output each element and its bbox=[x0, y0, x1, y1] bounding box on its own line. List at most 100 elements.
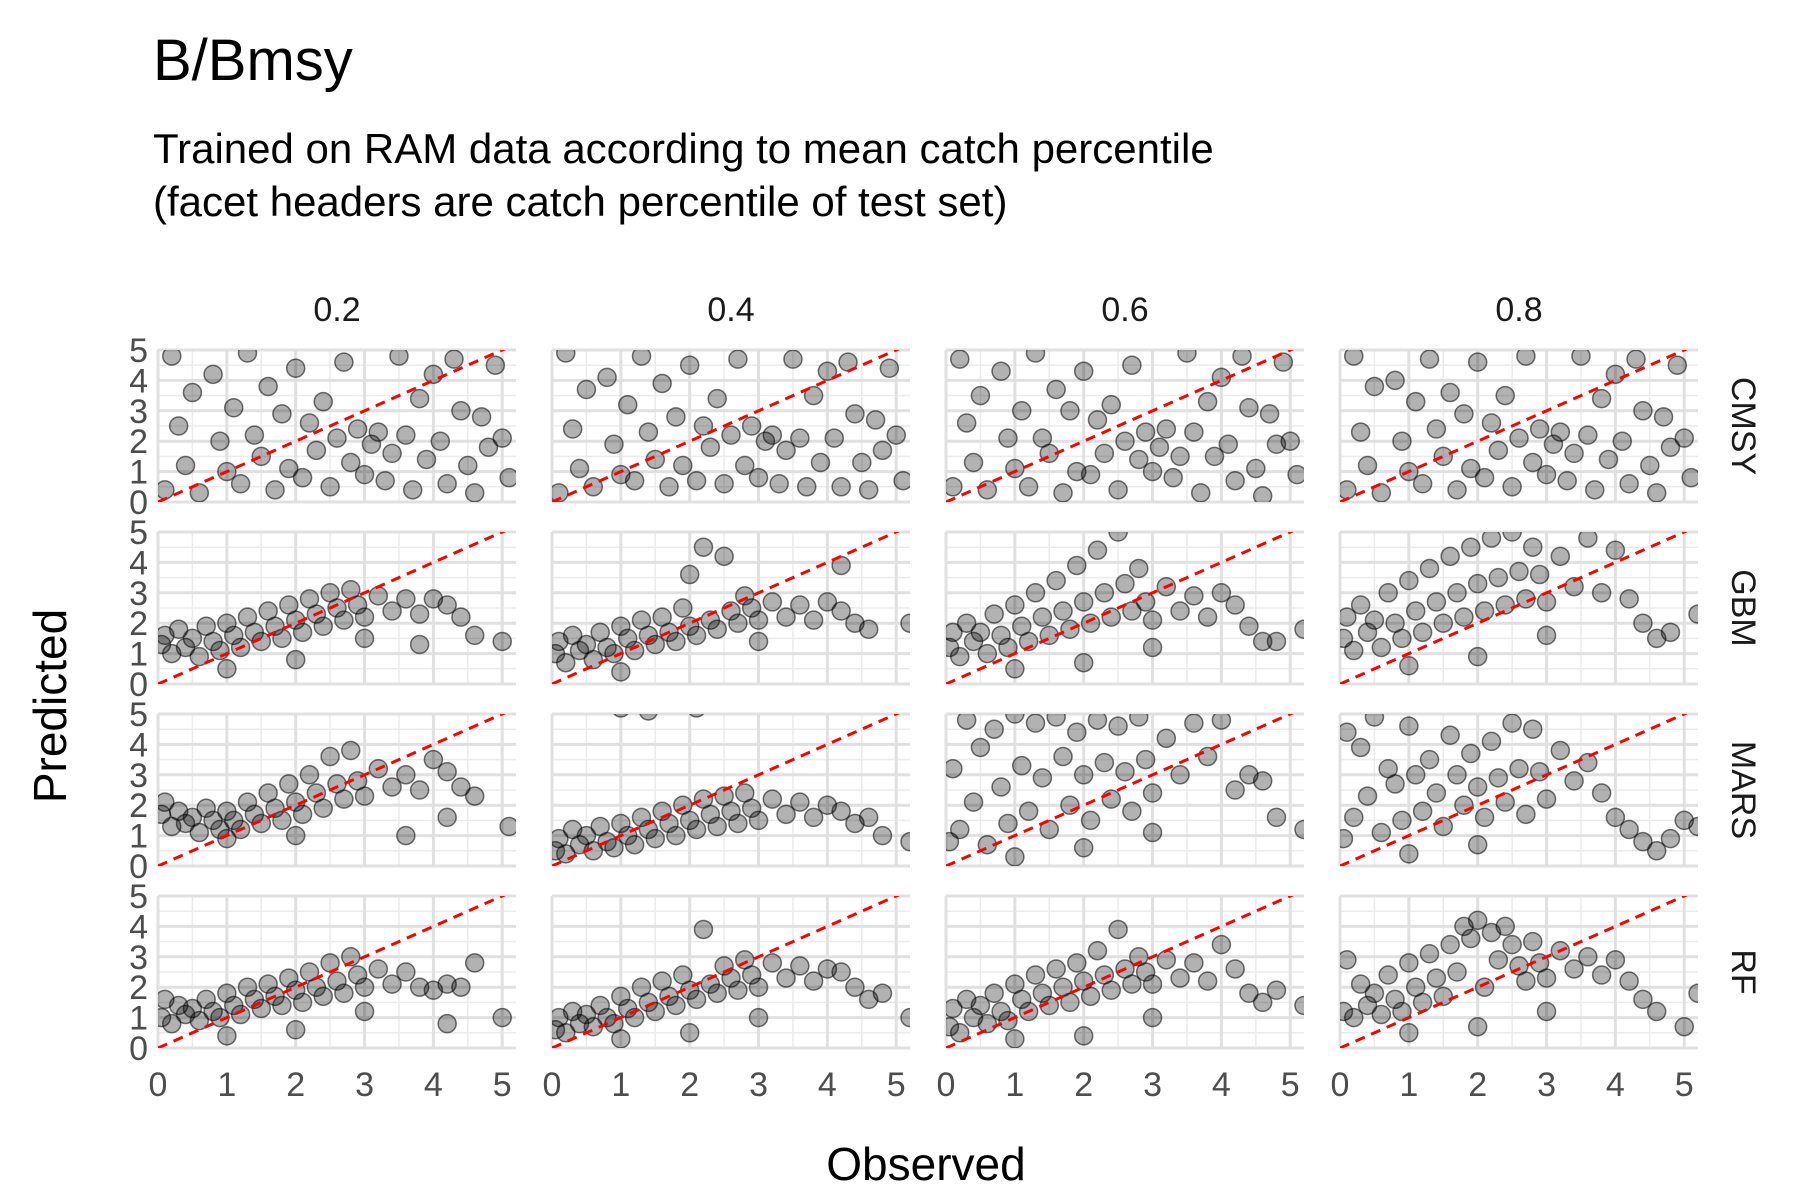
data-point bbox=[700, 804, 721, 825]
data-point bbox=[963, 792, 984, 812]
data-point bbox=[1225, 595, 1245, 615]
point-group bbox=[158, 532, 512, 684]
data-point bbox=[382, 974, 402, 994]
data-point bbox=[1619, 589, 1639, 609]
data-point bbox=[1252, 486, 1273, 502]
data-point bbox=[1018, 477, 1039, 497]
data-point bbox=[748, 810, 769, 831]
data-point bbox=[327, 598, 347, 618]
data-point bbox=[1385, 370, 1405, 391]
data-point bbox=[1340, 480, 1357, 500]
data-point bbox=[1108, 919, 1128, 940]
x-axis-title: Observed bbox=[826, 1138, 1025, 1190]
data-point bbox=[831, 801, 851, 822]
data-point bbox=[451, 777, 471, 797]
data-point bbox=[1536, 625, 1557, 646]
data-point bbox=[679, 564, 700, 585]
data-point bbox=[1591, 388, 1612, 409]
data-point bbox=[1344, 807, 1364, 828]
data-point bbox=[950, 1023, 970, 1043]
data-point bbox=[285, 358, 306, 378]
data-point bbox=[1340, 722, 1357, 742]
data-point bbox=[1094, 443, 1115, 464]
data-point bbox=[1516, 350, 1536, 366]
data-point bbox=[673, 598, 693, 618]
y-tick-label: 5 bbox=[129, 696, 148, 734]
data-point bbox=[1488, 768, 1509, 788]
data-point bbox=[831, 601, 851, 621]
data-point bbox=[748, 977, 769, 997]
data-point bbox=[1364, 983, 1385, 1004]
data-point bbox=[347, 965, 368, 985]
data-point bbox=[879, 358, 900, 378]
data-point bbox=[741, 798, 762, 818]
data-point bbox=[492, 1007, 512, 1028]
data-point bbox=[1046, 570, 1066, 591]
x-tick-label: 3 bbox=[1143, 1066, 1162, 1104]
data-point bbox=[175, 455, 196, 476]
x-tick-label: 5 bbox=[1675, 1066, 1694, 1104]
data-point bbox=[1591, 965, 1612, 985]
data-point bbox=[1170, 446, 1190, 467]
data-point bbox=[803, 807, 824, 828]
chart-subtitle-line-1: Trained on RAM data according to mean ca… bbox=[153, 125, 1214, 172]
data-point bbox=[1357, 455, 1378, 476]
data-point bbox=[162, 350, 182, 366]
data-point bbox=[998, 1010, 1018, 1031]
data-point bbox=[1399, 716, 1419, 736]
data-point bbox=[196, 798, 216, 818]
data-point bbox=[1619, 474, 1639, 494]
data-point bbox=[382, 601, 402, 621]
data-point bbox=[1481, 532, 1502, 548]
data-point bbox=[1674, 428, 1694, 448]
y-tick-label: 2 bbox=[129, 787, 148, 825]
data-point bbox=[1018, 801, 1039, 822]
data-point bbox=[1578, 425, 1598, 445]
data-point bbox=[946, 758, 963, 779]
data-point bbox=[845, 404, 865, 424]
facet-panel bbox=[156, 712, 516, 868]
data-point bbox=[1633, 401, 1653, 421]
data-point bbox=[1447, 480, 1467, 500]
data-point bbox=[1204, 446, 1225, 467]
data-point bbox=[217, 828, 237, 849]
data-point bbox=[1653, 407, 1674, 427]
identity-reference-line bbox=[552, 714, 900, 866]
y-tick-label: 1 bbox=[129, 636, 148, 674]
data-point bbox=[1461, 928, 1481, 949]
facet-row-label: RF bbox=[1724, 949, 1762, 994]
data-point bbox=[1419, 558, 1440, 579]
data-point bbox=[1564, 443, 1584, 464]
facet-column-label: 0.4 bbox=[707, 291, 754, 329]
point-group bbox=[158, 350, 516, 502]
data-point bbox=[824, 428, 845, 448]
data-point bbox=[223, 398, 244, 418]
identity-reference-line bbox=[946, 896, 1294, 1048]
data-point bbox=[1225, 959, 1245, 979]
data-point bbox=[1080, 810, 1101, 831]
data-point bbox=[1564, 771, 1584, 791]
data-point bbox=[1426, 419, 1447, 439]
data-point bbox=[1529, 564, 1550, 585]
facet-column-label: 0.8 bbox=[1495, 291, 1542, 329]
data-point bbox=[741, 598, 762, 618]
identity-reference-line bbox=[158, 350, 506, 502]
data-point bbox=[389, 350, 409, 366]
data-point bbox=[707, 619, 727, 640]
data-point bbox=[265, 616, 285, 636]
data-point bbox=[624, 640, 645, 661]
data-point bbox=[1177, 350, 1197, 363]
point-group bbox=[946, 350, 1304, 502]
x-tick-label: 0 bbox=[1331, 1066, 1350, 1104]
data-point bbox=[1364, 714, 1385, 727]
data-point bbox=[762, 953, 783, 973]
y-tick-label: 4 bbox=[129, 544, 148, 582]
x-tick-label: 1 bbox=[1399, 1066, 1418, 1104]
facet-row-label: CMSY bbox=[1724, 377, 1762, 475]
point-group bbox=[946, 896, 1304, 1048]
data-point bbox=[478, 437, 499, 458]
y-tick-label: 1 bbox=[129, 454, 148, 492]
data-point bbox=[1122, 355, 1142, 375]
data-point bbox=[334, 610, 354, 630]
data-point bbox=[402, 480, 423, 500]
